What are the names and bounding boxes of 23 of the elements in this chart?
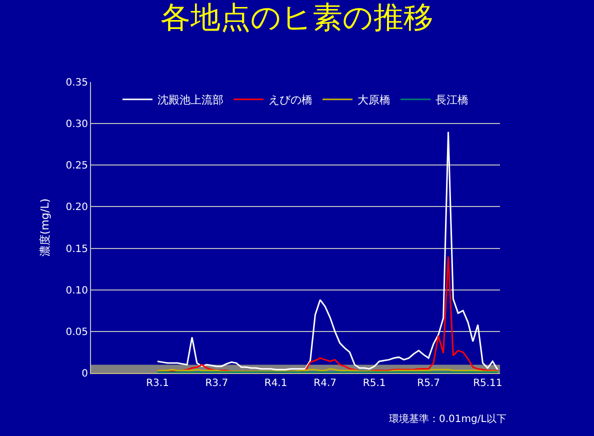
x-tick-label: R3.7	[205, 378, 228, 389]
y-tick-label: 0.25	[66, 160, 88, 172]
text: 環境基準：0.01mg/L以下	[389, 413, 506, 425]
x-tick-label: R4.7	[314, 378, 336, 389]
y-axis-title: 濃度(mg/L)	[38, 198, 52, 257]
x-tick-label: R5.1	[362, 378, 386, 389]
chart-title: 各地点のヒ素の推移	[160, 0, 434, 36]
legend-label: 大原橋	[358, 94, 390, 107]
y-tick-label: 0.20	[66, 202, 88, 214]
x-tick-label: R4.1	[264, 378, 288, 389]
y-tick-label: 0.10	[66, 285, 88, 296]
y-tick-label: 0.30	[66, 119, 88, 130]
y-tick-label: 0.15	[66, 244, 88, 255]
legend-label: えびの橋	[268, 94, 312, 107]
y-tick-label: 0.35	[66, 78, 88, 88]
line-series	[156, 131, 498, 370]
y-tick-label: 0	[82, 368, 88, 380]
legend-label: 沈殿池上流部	[158, 94, 224, 107]
y-tick-label: 0.05	[66, 326, 88, 338]
x-tick-label: R3.1	[146, 378, 169, 389]
legend-label: 長江橋	[436, 94, 468, 107]
x-tick-label: R5.7	[417, 378, 440, 389]
x-tick-label: R5.11	[473, 378, 502, 389]
